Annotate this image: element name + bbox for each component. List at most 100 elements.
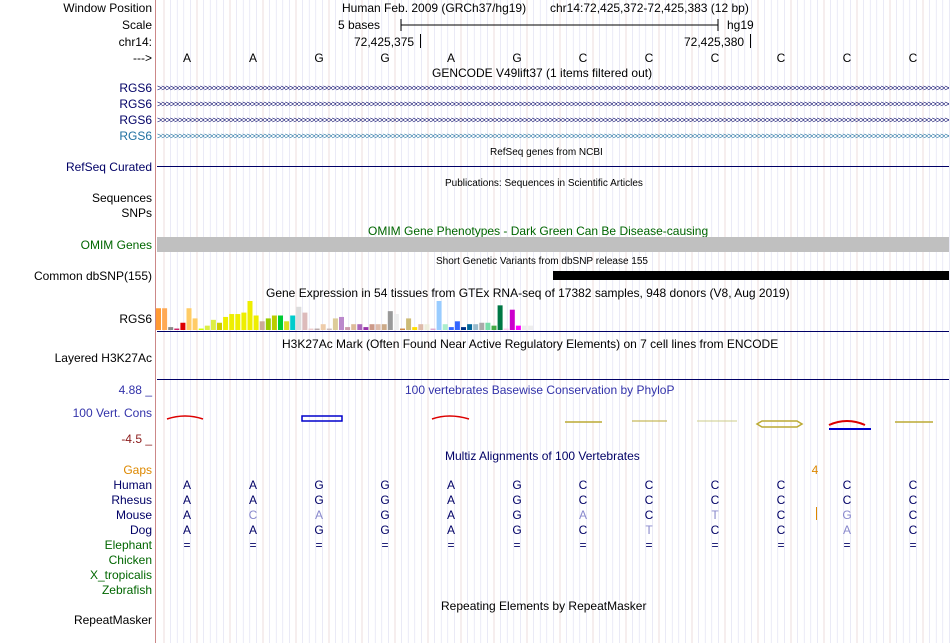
h3k27ac-label[interactable]: Layered H3K27Ac (54, 351, 152, 365)
dbsnp-title[interactable]: Short Genetic Variants from dbSNP releas… (436, 256, 648, 267)
gtex-tissue-bar[interactable] (454, 321, 460, 330)
gtex-tissue-bar[interactable] (351, 324, 357, 330)
gtex-tissue-bar[interactable] (168, 327, 174, 330)
gtex-tissue-bar[interactable] (314, 328, 320, 330)
gtex-tissue-bar[interactable] (296, 306, 302, 330)
gtex-tissue-bar[interactable] (467, 324, 473, 330)
gtex-tissue-bar[interactable] (491, 325, 497, 330)
gtex-tissue-bar[interactable] (326, 328, 332, 330)
h3k27ac-title[interactable]: H3K27Ac Mark (Often Found Near Active Re… (282, 337, 779, 351)
gtex-tissue-bar[interactable] (332, 318, 338, 330)
gtex-tissue-bar[interactable] (174, 328, 180, 330)
gtex-tissue-bar[interactable] (253, 315, 259, 331)
gencode-transcript-arrows[interactable]: >>>>>>>>>>>>>>>>>>>>>>>>>>>>>>>>>>>>>>>>… (157, 84, 949, 93)
gtex-tissue-bar[interactable] (400, 328, 405, 330)
gtex-tissue-bar[interactable] (418, 324, 424, 330)
gencode-transcript-arrows[interactable]: >>>>>>>>>>>>>>>>>>>>>>>>>>>>>>>>>>>>>>>>… (157, 116, 949, 125)
refseq-line[interactable] (157, 166, 949, 167)
gtex-tissue-bar[interactable] (223, 316, 229, 330)
species-label-x_tropicalis[interactable]: X_tropicalis (89, 568, 152, 582)
gtex-tissue-bar[interactable] (375, 324, 381, 330)
conservation-title[interactable]: 100 vertebrates Basewise Conservation by… (405, 383, 675, 397)
gtex-tissue-bar[interactable] (241, 312, 247, 330)
gtex-tissue-bar[interactable] (308, 328, 314, 330)
species-label-mouse[interactable]: Mouse (115, 508, 152, 522)
gtex-tissue-bar[interactable] (485, 322, 491, 330)
omim-feature-bar[interactable] (157, 237, 949, 252)
refseq-label[interactable]: RefSeq Curated (65, 160, 152, 174)
gtex-tissue-bar[interactable] (393, 314, 399, 330)
species-label-zebrafish[interactable]: Zebrafish (101, 583, 152, 597)
repeatmasker-title[interactable]: Repeating Elements by RepeatMasker (441, 599, 647, 613)
gtex-tissue-bar[interactable] (320, 324, 326, 330)
gtex-tissue-bar[interactable] (357, 324, 363, 330)
gtex-tissue-bar[interactable] (192, 318, 198, 330)
gencode-track-label[interactable]: RGS6 (119, 129, 152, 143)
gtex-tissue-bar[interactable] (345, 327, 351, 330)
gencode-track-label[interactable]: RGS6 (119, 113, 152, 127)
gaps-label[interactable]: Gaps (123, 463, 152, 477)
gtex-tissue-bar[interactable] (247, 301, 253, 330)
gtex-tissue-bar[interactable] (381, 324, 387, 330)
gtex-tissue-bar[interactable] (363, 327, 369, 330)
gtex-tissue-bar[interactable] (235, 314, 241, 330)
gtex-tissue-bar[interactable] (509, 309, 515, 330)
species-label-chicken[interactable]: Chicken (108, 553, 152, 567)
omim-label[interactable]: OMIM Genes (80, 238, 152, 252)
label-separator[interactable] (155, 0, 156, 643)
publications-snps-label[interactable]: SNPs (121, 206, 152, 220)
gtex-bar-chart[interactable] (156, 300, 556, 330)
gencode-title[interactable]: GENCODE V49lift37 (1 items filtered out) (432, 66, 653, 80)
refseq-title[interactable]: RefSeq genes from NCBI (490, 147, 603, 158)
gtex-tissue-bar[interactable] (162, 308, 168, 330)
gtex-tissue-bar[interactable] (198, 328, 204, 330)
gencode-transcript-arrows[interactable]: >>>>>>>>>>>>>>>>>>>>>>>>>>>>>>>>>>>>>>>>… (157, 100, 949, 109)
gtex-tissue-bar[interactable] (186, 308, 192, 330)
gtex-tissue-bar[interactable] (217, 322, 222, 330)
gtex-tissue-bar[interactable] (259, 321, 265, 330)
gtex-tissue-bar[interactable] (284, 321, 290, 330)
gtex-tissue-bar[interactable] (369, 324, 375, 330)
gtex-title[interactable]: Gene Expression in 54 tissues from GTEx … (266, 286, 790, 300)
gtex-tissue-bar[interactable] (180, 322, 186, 330)
gtex-tissue-bar[interactable] (528, 325, 534, 330)
omim-title[interactable]: OMIM Gene Phenotypes - Dark Green Can Be… (368, 224, 709, 238)
gtex-tissue-bar[interactable] (278, 315, 283, 331)
species-label-human[interactable]: Human (113, 478, 152, 492)
gtex-tissue-bar[interactable] (448, 327, 454, 330)
species-label-dog[interactable]: Dog (129, 523, 152, 537)
gtex-tissue-bar[interactable] (290, 315, 296, 331)
gtex-tissue-bar[interactable] (210, 319, 216, 330)
gtex-tissue-bar[interactable] (461, 327, 466, 330)
repeatmasker-label[interactable]: RepeatMasker (73, 613, 152, 627)
gtex-label[interactable]: RGS6 (119, 312, 152, 326)
gtex-tissue-bar[interactable] (229, 314, 235, 330)
gtex-tissue-bar[interactable] (473, 324, 479, 330)
gtex-tissue-bar[interactable] (271, 315, 277, 331)
dbsnp-variant-bar[interactable] (553, 271, 949, 280)
species-label-rhesus[interactable]: Rhesus (111, 493, 152, 507)
gtex-tissue-bar[interactable] (515, 325, 521, 330)
multiz-title[interactable]: Multiz Alignments of 100 Vertebrates (445, 449, 640, 463)
publications-title[interactable]: Publications: Sequences in Scientific Ar… (445, 178, 643, 189)
gtex-tissue-bar[interactable] (339, 316, 344, 330)
gtex-tissue-bar[interactable] (522, 325, 527, 330)
gtex-tissue-bar[interactable] (424, 324, 430, 330)
conservation-label[interactable]: 100 Vert. Cons (72, 406, 152, 420)
conservation-plot[interactable] (157, 405, 949, 435)
gtex-tissue-bar[interactable] (442, 324, 448, 330)
gtex-tissue-bar[interactable] (412, 327, 418, 330)
gtex-tissue-bar[interactable] (436, 301, 442, 330)
gencode-track-label[interactable]: RGS6 (119, 81, 152, 95)
dbsnp-label[interactable]: Common dbSNP(155) (33, 269, 152, 283)
gtex-tissue-bar[interactable] (204, 325, 210, 330)
gtex-tissue-bar[interactable] (156, 308, 161, 330)
gtex-tissue-bar[interactable] (302, 312, 308, 330)
gtex-tissue-bar[interactable] (503, 328, 509, 330)
gtex-tissue-bar[interactable] (497, 305, 503, 330)
gencode-transcript-arrows[interactable]: >>>>>>>>>>>>>>>>>>>>>>>>>>>>>>>>>>>>>>>>… (157, 132, 949, 141)
publications-sequences-label[interactable]: Sequences (91, 191, 152, 205)
gtex-tissue-bar[interactable] (387, 311, 393, 330)
gtex-tissue-bar[interactable] (406, 318, 412, 330)
species-label-elephant[interactable]: Elephant (104, 538, 152, 552)
